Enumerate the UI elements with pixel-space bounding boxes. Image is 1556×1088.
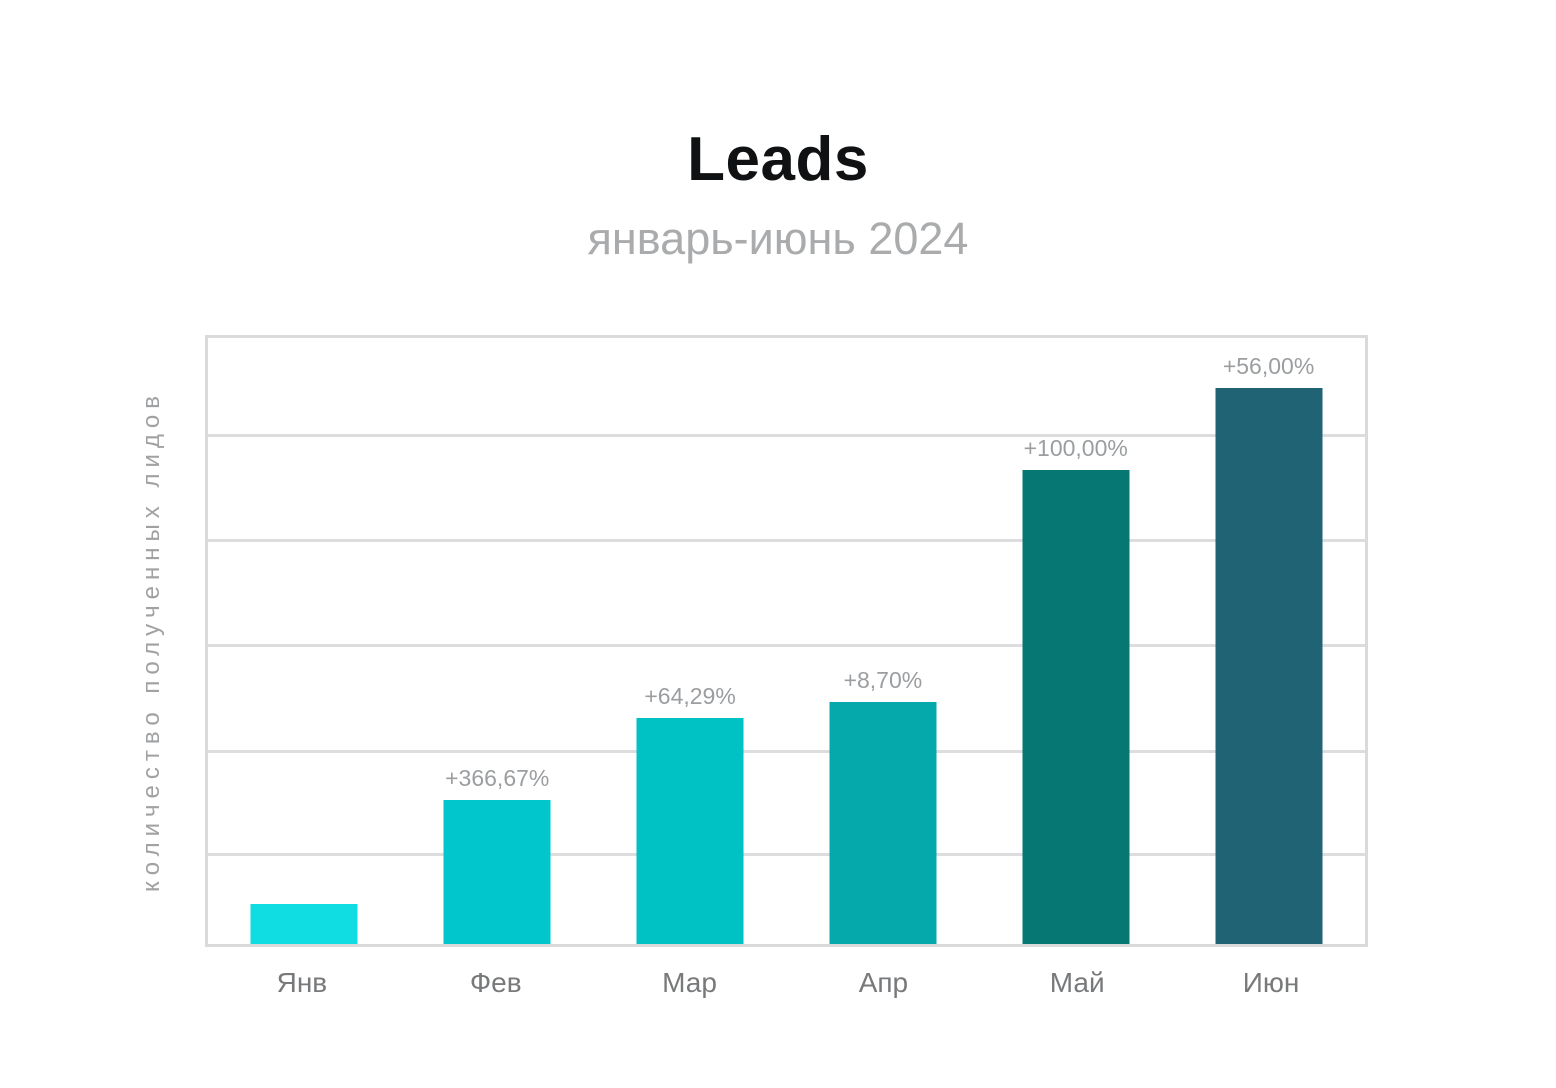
- gridline: [208, 539, 1365, 543]
- chart-title: Leads: [687, 125, 869, 194]
- bar-column: +8,70%: [786, 338, 979, 944]
- bar-growth-label: +100,00%: [1023, 435, 1128, 461]
- bar-Май: [1022, 470, 1130, 944]
- x-axis-label-Фев: Фев: [469, 967, 522, 998]
- bar-Июн: [1215, 388, 1323, 944]
- bar-column: +56,00%: [1172, 338, 1365, 944]
- bar-growth-label: +56,00%: [1222, 353, 1315, 379]
- x-axis-labels: Янв Фев Мар Апр Май Июн: [205, 965, 1368, 1001]
- x-axis-label-Май: Май: [1049, 967, 1105, 998]
- bar-Апр: [829, 702, 937, 944]
- bar-Фев: [443, 800, 551, 944]
- x-axis-label-Янв: Янв: [276, 967, 328, 998]
- bar-column: +366,67%: [401, 338, 594, 944]
- bar-growth-label: +64,29%: [644, 683, 736, 709]
- gridline: [208, 433, 1365, 437]
- y-axis-label: количество полученных лидов: [138, 390, 165, 892]
- bar-Мар: [636, 718, 744, 944]
- bar-Янв: [250, 904, 358, 944]
- bar-columns: +366,67% +64,29% +8,70% +100,00% +56,00%: [208, 338, 1365, 944]
- chart-subtitle: январь-июнь 2024: [587, 213, 969, 264]
- bar-growth-label: +366,67%: [445, 765, 550, 791]
- gridline: [208, 644, 1365, 648]
- gridline: [208, 853, 1365, 857]
- plot-area: +366,67% +64,29% +8,70% +100,00% +56,00%: [205, 335, 1368, 947]
- x-axis-label-Июн: Июн: [1242, 967, 1300, 998]
- bar-column: +100,00%: [979, 338, 1172, 944]
- x-axis-label-Апр: Апр: [858, 967, 909, 998]
- bar-column: [208, 338, 401, 944]
- x-axis-label-Мар: Мар: [662, 967, 717, 998]
- bar-column: +64,29%: [594, 338, 787, 944]
- gridline: [208, 750, 1365, 754]
- bar-growth-label: +8,70%: [843, 667, 923, 693]
